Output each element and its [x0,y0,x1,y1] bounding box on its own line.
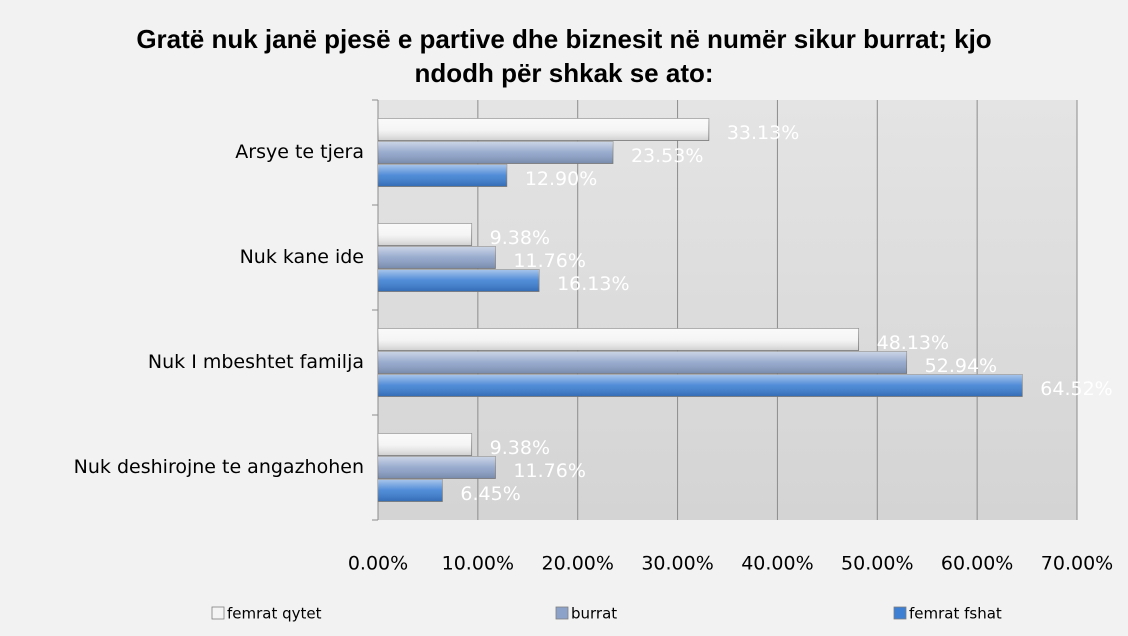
y-tick-label: Nuk kane ide [240,246,364,268]
x-tick-label: 0.00% [348,553,408,575]
value-label: 33.13% [727,122,799,144]
legend-swatch [555,606,569,620]
bar-shine [378,223,472,246]
bar-shine [378,164,507,187]
x-tick-label: 50.00% [841,553,913,575]
legend-swatch [893,606,907,620]
legend-label: burrat [571,605,617,623]
value-label: 11.76% [513,250,585,272]
y-tick-label: Arsye te tjera [235,141,364,163]
bar-shine [378,433,472,456]
x-tick-label: 60.00% [941,553,1013,575]
bar-shine [378,351,907,374]
bar-shine [378,269,540,292]
bar-shine [378,246,496,269]
bar-shine [378,374,1023,397]
x-tick-label: 70.00% [1041,553,1113,575]
value-label: 11.76% [513,460,585,482]
x-tick-label: 40.00% [741,553,813,575]
legend-swatch [211,606,225,620]
x-tick-label: 20.00% [541,553,613,575]
value-label: 9.38% [490,227,550,249]
value-label: 6.45% [460,483,520,505]
chart-title: Gratë nuk janë pjesë e partive dhe bizne… [136,24,992,88]
bar-shine [378,141,613,164]
value-label: 12.90% [525,168,597,190]
x-tick-label: 10.00% [442,553,514,575]
bar-shine [378,328,859,351]
value-label: 9.38% [490,437,550,459]
value-label: 64.52% [1040,378,1112,400]
value-label: 16.13% [557,273,629,295]
value-label: 52.94% [925,355,997,377]
x-tick-label: 30.00% [641,553,713,575]
y-tick-label: Nuk I mbeshtet familja [148,351,364,373]
legend-label: femrat qytet [227,605,322,623]
legend-label: femrat fshat [909,605,1002,623]
y-tick-label: Nuk deshirojne te angazhohen [74,456,364,478]
value-label: 23.53% [631,145,703,167]
bar-shine [378,118,709,141]
value-label: 48.13% [877,332,949,354]
bar-shine [378,479,443,502]
bar-shine [378,456,496,479]
